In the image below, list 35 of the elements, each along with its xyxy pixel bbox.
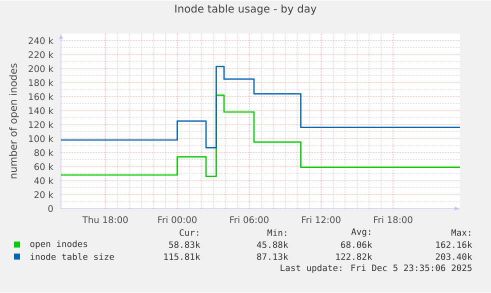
- x-tick-label: Thu 18:00: [82, 216, 128, 224]
- y-tick-label: 120 k: [29, 121, 54, 128]
- legend-label: inode table size: [30, 253, 114, 260]
- y-tick-label: 80 k: [34, 149, 54, 156]
- y-tick-label: 140 k: [29, 107, 54, 114]
- y-tick-label: 60 k: [34, 163, 54, 170]
- x-tick-label: Fri 06:00: [230, 216, 269, 224]
- text: 162.16k: [436, 241, 472, 248]
- text: Last update: Fri Dec 5 23:35:06 2025: [280, 264, 472, 274]
- text: 122.82k: [336, 253, 372, 260]
- text: 45.88k: [256, 241, 288, 248]
- y-tick-label: 160 k: [29, 93, 54, 100]
- x-tick-label: Fri 12:00: [302, 216, 340, 224]
- legend-label: open inodes: [30, 240, 88, 250]
- text: 115.81k: [164, 253, 200, 260]
- y-tick-label: 100 k: [29, 135, 54, 142]
- text: Min:: [267, 229, 286, 236]
- x-tick-label: Fri 00:00: [158, 216, 197, 224]
- y-tick-label: 20 k: [34, 191, 54, 198]
- y-tick-label: 180 k: [29, 79, 54, 86]
- text: 68.06k: [341, 241, 372, 248]
- text: Avg:: [351, 228, 370, 237]
- text: Cur:: [180, 229, 198, 236]
- text: 87.13k: [257, 253, 288, 260]
- text: 58.83k: [169, 241, 200, 248]
- x-tick-label: Fri 18:00: [374, 216, 412, 224]
- text: 203.40k: [436, 253, 472, 260]
- y-axis-title: number of open inodes: [9, 64, 19, 178]
- y-tick-label: 0: [48, 205, 53, 212]
- y-tick-label: 220 k: [28, 51, 54, 58]
- y-tick-label: 240 k: [28, 37, 54, 44]
- chart-title: Inode table usage - by day: [175, 4, 316, 15]
- text: Max:: [451, 230, 470, 236]
- y-tick-label: 200 k: [28, 65, 54, 72]
- y-tick-label: 40 k: [34, 177, 54, 184]
